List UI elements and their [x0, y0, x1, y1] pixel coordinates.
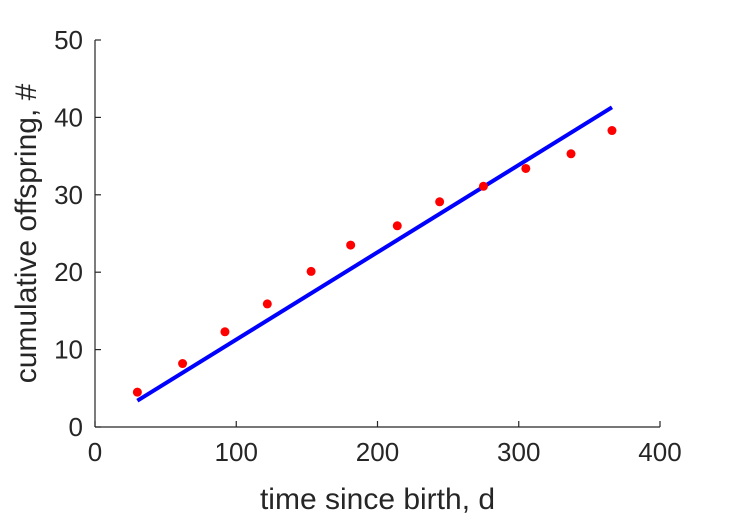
y-tick-label: 10: [54, 335, 83, 365]
data-point: [478, 181, 488, 191]
y-tick-label: 20: [54, 257, 83, 287]
data-point: [435, 197, 445, 207]
data-point: [392, 221, 402, 231]
y-axis-label: cumulative offspring, #: [10, 83, 43, 383]
data-point: [346, 240, 356, 250]
x-axis-ticks: 0 100 200 300 400: [88, 421, 682, 467]
fit-line: [136, 105, 614, 403]
x-tick-label: 200: [356, 437, 399, 467]
data-point: [566, 149, 576, 159]
x-tick-label: 400: [638, 437, 681, 467]
data-point: [132, 387, 142, 397]
y-tick-label: 0: [69, 412, 83, 442]
y-axis-ticks: 0 10 20 30 40 50: [54, 25, 101, 442]
plot-area: 0 100 200 300 400 0 10 20 30 40 50: [54, 25, 682, 467]
y-tick-label: 50: [54, 25, 83, 55]
series-layer: [132, 105, 617, 403]
data-point: [262, 299, 272, 309]
y-tick-label: 40: [54, 102, 83, 132]
x-tick-label: 100: [215, 437, 258, 467]
x-tick-label: 0: [88, 437, 102, 467]
data-point: [178, 359, 188, 369]
x-tick-label: 300: [497, 437, 540, 467]
data-point: [306, 266, 316, 276]
data-point: [220, 327, 230, 337]
data-point: [521, 163, 531, 173]
x-axis-label: time since birth, d: [260, 483, 495, 516]
y-tick-label: 30: [54, 180, 83, 210]
data-point: [607, 126, 617, 136]
